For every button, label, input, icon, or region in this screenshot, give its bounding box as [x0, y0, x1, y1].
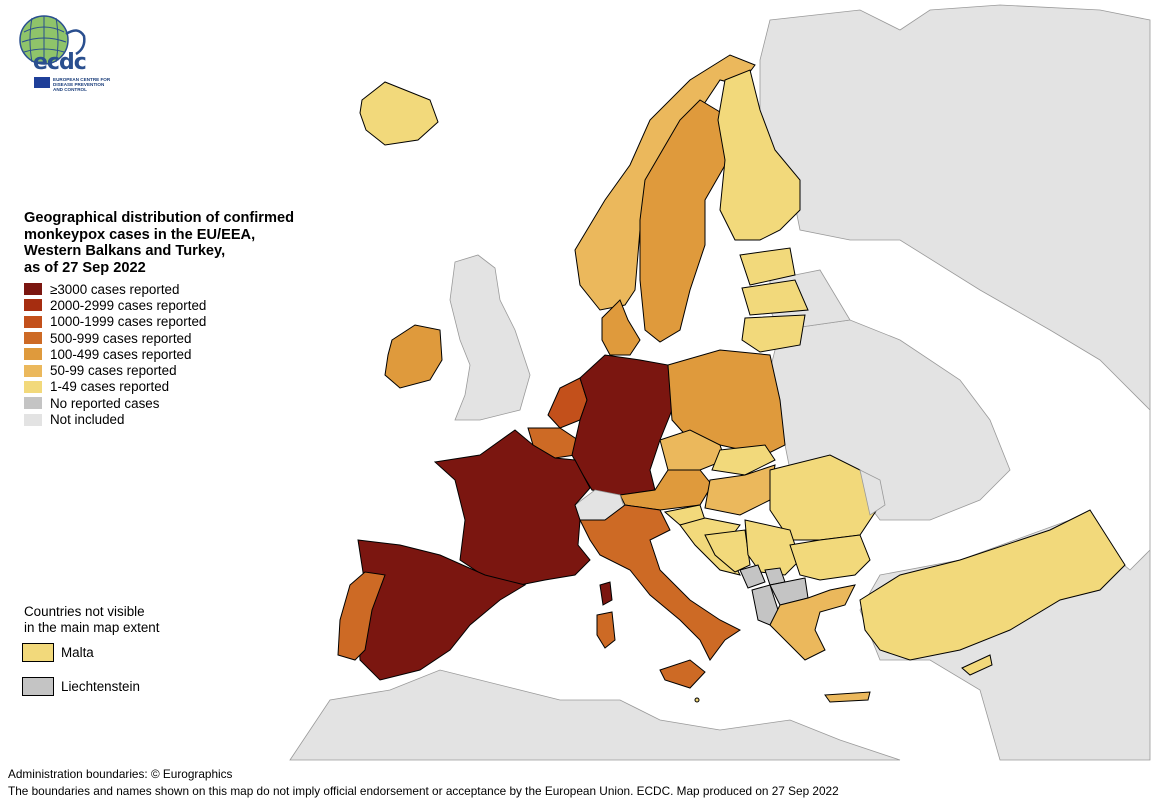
legend-item: 50-99 cases reported [24, 362, 206, 378]
region-ireland[interactable] [384, 324, 443, 389]
legend-swatch [24, 380, 42, 393]
liechtenstein-swatch [22, 677, 54, 696]
region-finland[interactable] [717, 69, 801, 241]
legend-item: 100-499 cases reported [24, 346, 206, 362]
region-italy[interactable] [579, 504, 741, 661]
legend-label: 2000-2999 cases reported [50, 297, 207, 313]
attribution-text: Administration boundaries: © Eurographic… [8, 767, 233, 781]
region-denmark[interactable] [601, 299, 641, 356]
legend-item: No reported cases [24, 395, 206, 411]
map-title: Geographical distribution of confirmed m… [24, 210, 334, 276]
title-line: Geographical distribution of confirmed [24, 210, 294, 226]
region-cyprus[interactable] [961, 654, 993, 676]
liechtenstein-label: Liechtenstein [61, 679, 140, 694]
malta-swatch [22, 643, 54, 662]
eu-flag-icon [34, 77, 50, 88]
region-poland[interactable] [667, 349, 786, 456]
legend-swatch [24, 283, 42, 296]
title-line: as of 27 Sep 2022 [24, 259, 146, 276]
not-visible-heading: Countries not visible in the main map ex… [24, 604, 160, 635]
legend-label: 100-499 cases reported [50, 346, 192, 362]
region-iceland[interactable] [359, 81, 439, 146]
region-united-kingdom[interactable] [449, 254, 531, 421]
region-sardinia[interactable] [596, 611, 616, 649]
legend-label: 1-49 cases reported [50, 379, 170, 395]
legend-label: 50-99 cases reported [50, 363, 177, 379]
region-bosnia[interactable] [704, 529, 751, 573]
legend-label: No reported cases [50, 395, 160, 411]
region-portugal[interactable] [337, 571, 386, 661]
region-bulgaria[interactable] [789, 534, 871, 581]
title-line: monkeypox cases in the EU/EEA, [24, 226, 256, 243]
region-sweden[interactable] [639, 99, 729, 343]
region-montenegro[interactable] [739, 564, 766, 589]
legend-label: ≥3000 cases reported [50, 281, 180, 297]
legend-label: 1000-1999 cases reported [50, 314, 207, 330]
ecdc-logo-text: ecdc [33, 50, 87, 75]
legend-swatch [24, 348, 42, 361]
legend-swatch [24, 332, 42, 345]
legend-swatch [24, 397, 42, 410]
legend-swatch [24, 364, 42, 377]
legend-item: 1-49 cases reported [24, 379, 206, 395]
map-legend: ≥3000 cases reported 2000-2999 cases repo… [24, 281, 206, 428]
region-slovakia[interactable] [711, 444, 776, 476]
region-lithuania[interactable] [741, 314, 806, 353]
legend-item: 2000-2999 cases reported [24, 297, 206, 313]
disclaimer-text: The boundaries and names shown on this m… [8, 784, 839, 798]
legend-item: 1000-1999 cases reported [24, 314, 206, 330]
region-germany[interactable] [571, 354, 673, 496]
legend-label: 500-999 cases reported [50, 330, 192, 346]
legend-item: Not included [24, 411, 206, 427]
legend-swatch [24, 315, 42, 328]
region-north-africa[interactable] [289, 669, 901, 761]
legend-label: Not included [50, 412, 125, 428]
legend-item: ≥3000 cases reported [24, 281, 206, 297]
malta-label: Malta [61, 645, 94, 660]
region-malta-dot[interactable] [694, 697, 700, 703]
region-moldova[interactable] [859, 469, 886, 516]
legend-swatch [24, 299, 42, 312]
region-sicily[interactable] [659, 659, 706, 689]
region-crete[interactable] [824, 691, 871, 703]
region-serbia[interactable] [744, 519, 801, 576]
region-latvia[interactable] [741, 279, 809, 316]
region-turkey[interactable] [859, 509, 1126, 661]
ecdc-logo [14, 14, 104, 96]
legend-item: 500-999 cases reported [24, 330, 206, 346]
region-corsica[interactable] [599, 581, 613, 606]
legend-swatch [24, 413, 42, 426]
region-estonia[interactable] [739, 247, 796, 286]
title-line: Western Balkans and Turkey, [24, 243, 226, 260]
globe-icon [19, 15, 86, 65]
region-france[interactable] [433, 429, 591, 586]
region-greece[interactable] [769, 584, 856, 661]
ecdc-logo-org: EUROPEAN CENTRE FOR DISEASE PREVENTION A… [53, 77, 111, 92]
